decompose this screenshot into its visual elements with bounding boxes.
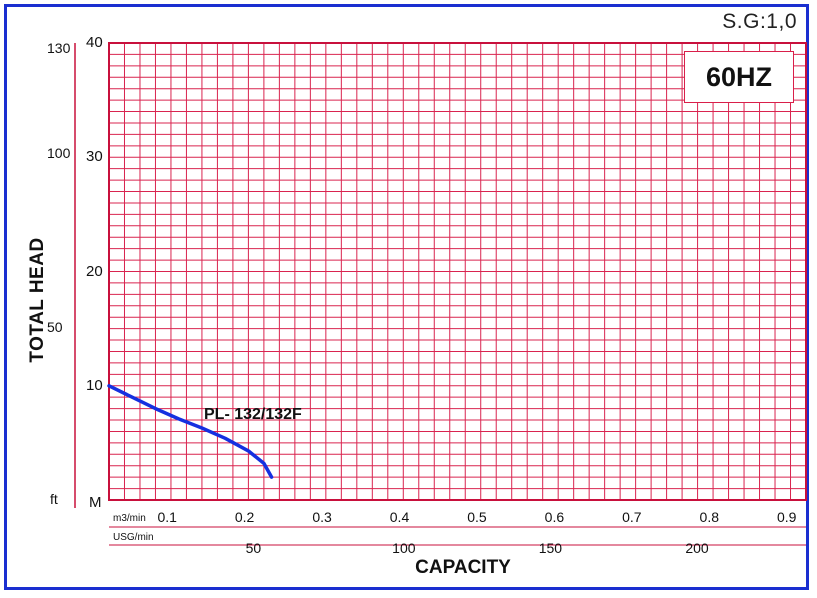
y-tick-m-20: 20 [86, 262, 103, 280]
series-line-0 [107, 384, 274, 479]
x-unit-m3-label: m3/min [113, 513, 146, 524]
x-tick-m3-0.4: 0.4 [389, 509, 410, 525]
frequency-label: 60HZ [684, 51, 794, 103]
chart-frame [4, 4, 809, 590]
x-tick-usg-50: 50 [245, 540, 262, 556]
x-tick-m3-0.2: 0.2 [234, 509, 255, 525]
x-tick-m3-0.5: 0.5 [467, 509, 487, 525]
x-tick-m3-0.6: 0.6 [544, 509, 565, 525]
y-unit-ft-label: ft [50, 491, 58, 507]
x-unit-usg-label: USG/min [113, 532, 154, 543]
y-tick-ft-130: 130 [47, 40, 71, 57]
x-tick-m3-0.7: 0.7 [622, 509, 642, 525]
x-tick-usg-200: 200 [685, 540, 709, 556]
y-axis-label: TOTAL HEAD [27, 237, 48, 363]
y-tick-ft-100: 100 [47, 144, 71, 161]
y-tick-ft-50: 50 [47, 318, 63, 335]
x-axis-label: CAPACITY [415, 557, 511, 578]
x-tick-usg-100: 100 [392, 540, 416, 556]
x-tick-m3-0.8: 0.8 [699, 509, 720, 525]
x-tick-m3-0.1: 0.1 [157, 509, 177, 525]
y-tick-m-30: 30 [86, 148, 103, 166]
x-tick-usg-150: 150 [538, 540, 563, 556]
series-label-pl-132: PL- 132/132F [204, 406, 302, 423]
y-tick-m-40: 40 [86, 34, 103, 51]
y-tick-m-10: 10 [86, 376, 103, 394]
plot-border [108, 42, 807, 501]
y-unit-m-label: M [89, 494, 102, 511]
x-tick-m3-0.9: 0.9 [777, 509, 797, 525]
x-tick-m3-0.3: 0.3 [312, 509, 332, 525]
specific-gravity-label: S.G:1,0 [722, 10, 797, 33]
